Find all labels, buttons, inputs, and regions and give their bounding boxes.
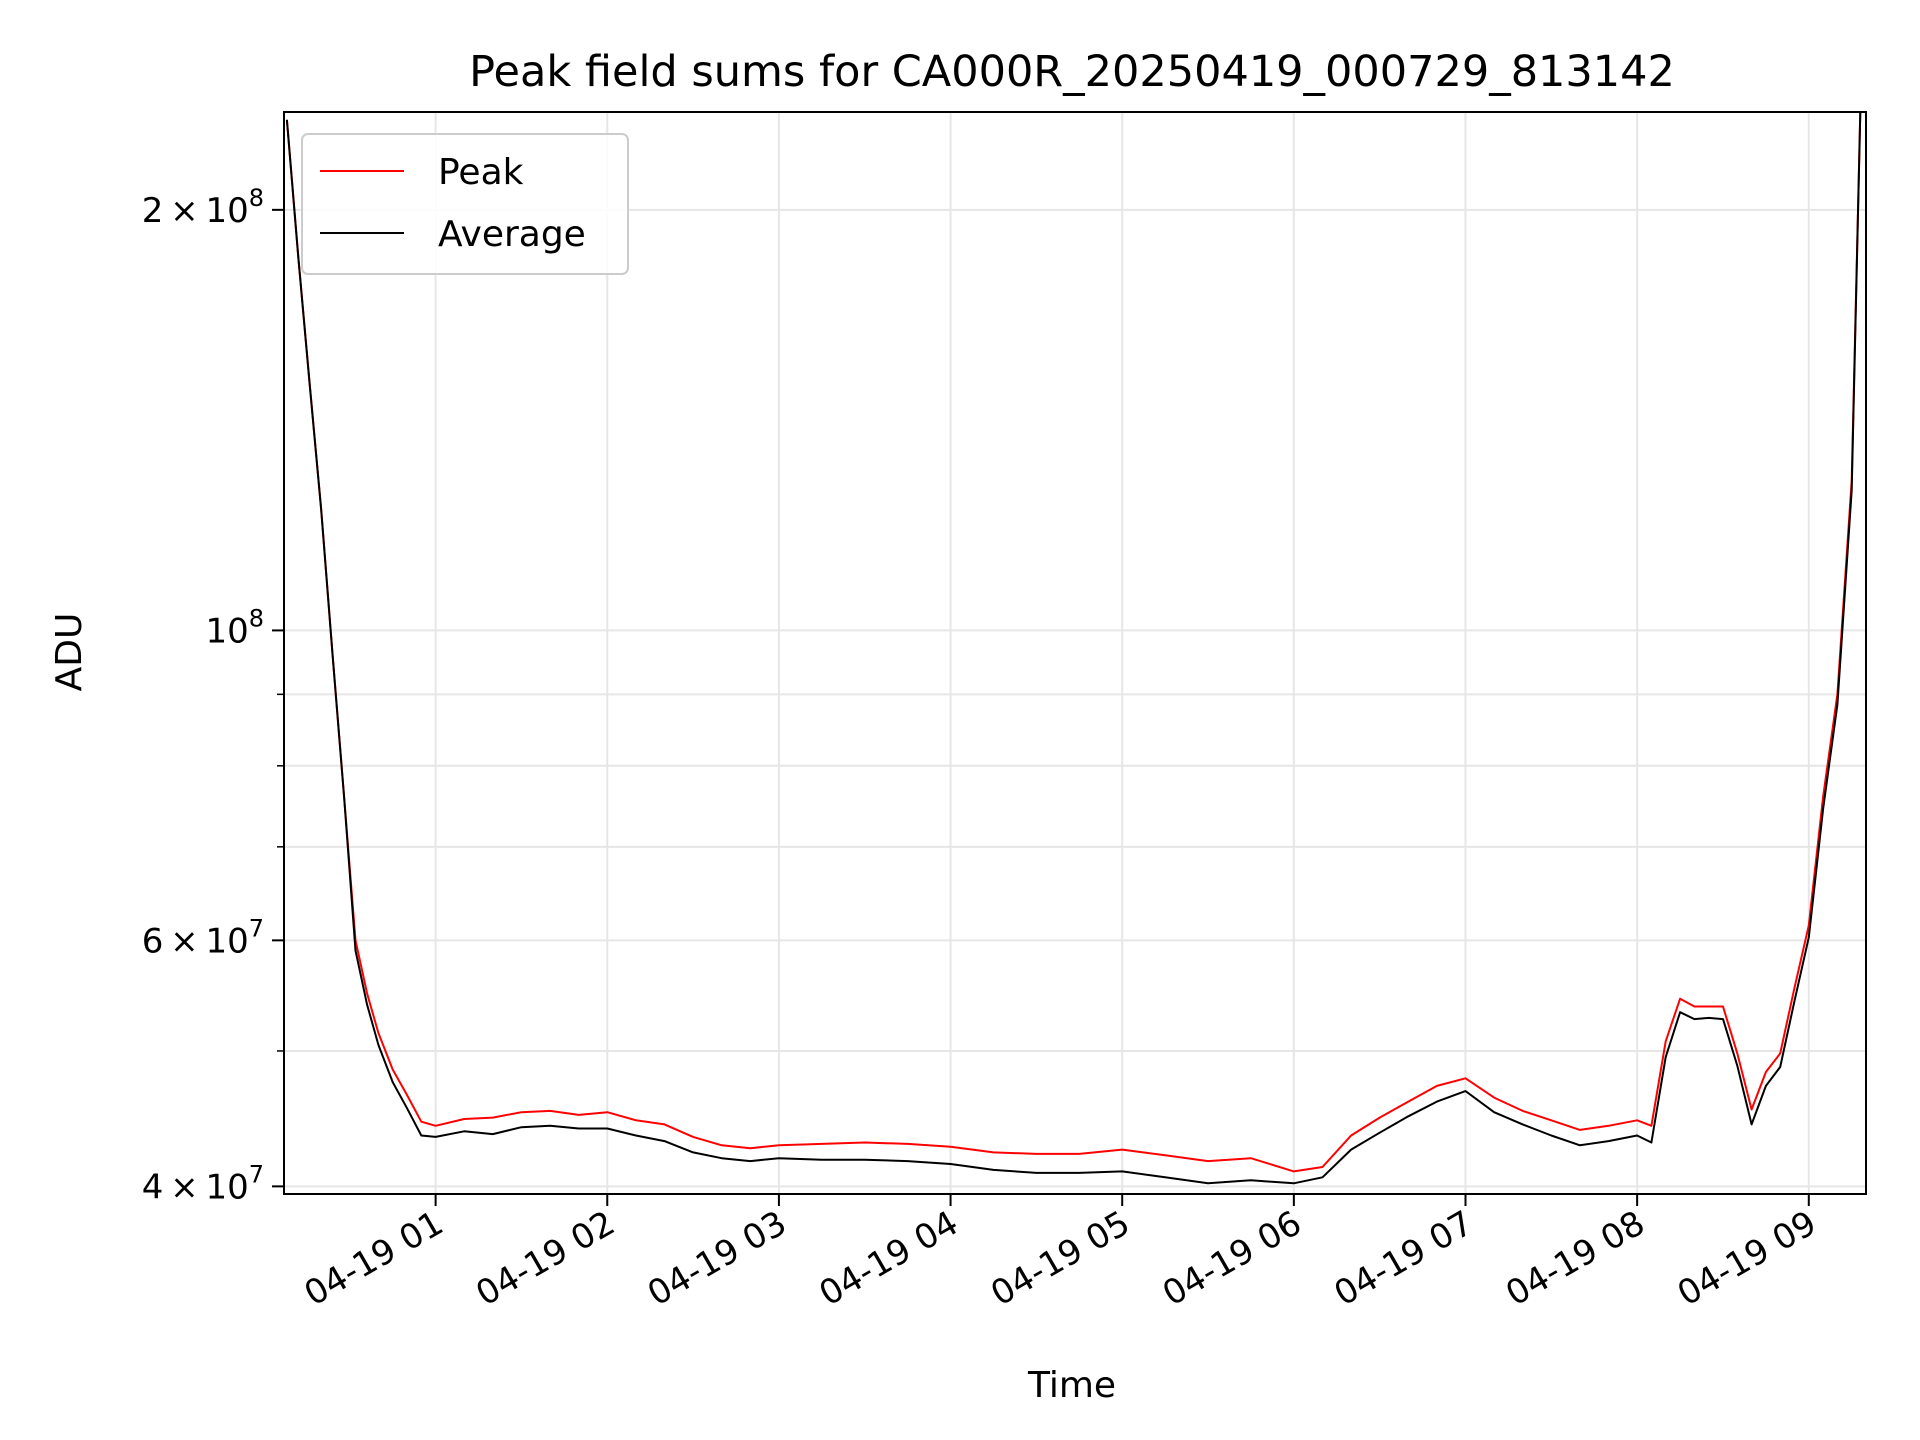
plot-lines <box>285 112 1862 1185</box>
y-axis-label: ADU <box>49 613 90 692</box>
y-tick-label: 4 × 107 <box>142 1160 264 1207</box>
legend-label-peak: Peak <box>438 152 524 193</box>
legend-label-average: Average <box>438 214 586 255</box>
y-tick-exponent: 7 <box>249 1160 264 1188</box>
y-tick-exponent: 7 <box>249 914 264 942</box>
legend-box <box>301 133 629 275</box>
legend: Peak Average <box>301 133 629 275</box>
y-tick-label: 108 <box>205 604 264 651</box>
y-tick-base: 2 × 10 <box>142 191 249 231</box>
y-tick-base: 10 <box>205 611 248 651</box>
x-axis-label: Time <box>1027 1365 1116 1406</box>
grid <box>284 112 1866 1194</box>
y-tick-label: 6 × 107 <box>142 914 264 961</box>
chart-title: Peak field sums for CA000R_20250419_0007… <box>469 47 1675 97</box>
series-line-average <box>285 112 1862 1185</box>
plot-frame <box>283 111 1867 1195</box>
series-line-peak <box>285 112 1862 1173</box>
y-tick-label: 2 × 108 <box>142 184 264 231</box>
y-tick-exponent: 8 <box>249 184 264 212</box>
y-tick-base: 4 × 10 <box>142 1167 249 1207</box>
y-tick-base: 6 × 10 <box>142 921 249 961</box>
y-tick-exponent: 8 <box>249 604 264 632</box>
